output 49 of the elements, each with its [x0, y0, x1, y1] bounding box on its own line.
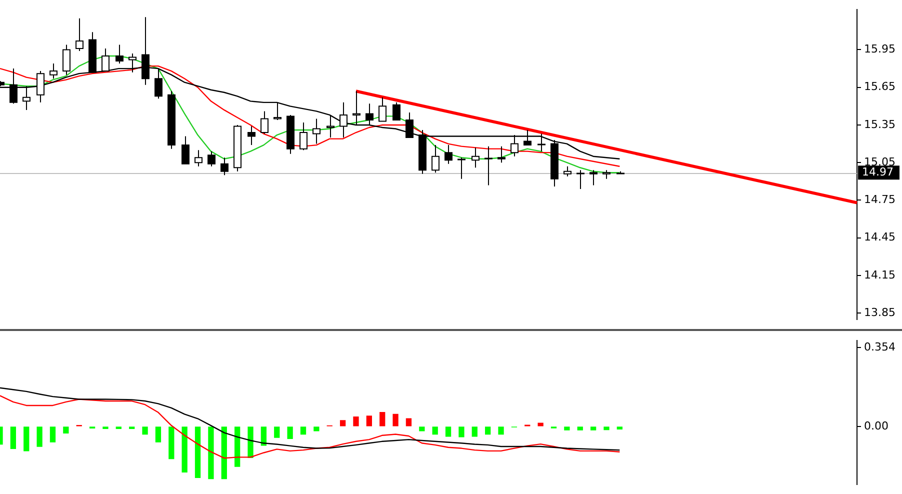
y-tick-label: 15.05: [864, 155, 896, 168]
bar: [63, 426, 69, 434]
y-tick-label: 15.95: [864, 42, 896, 56]
bar: [300, 426, 306, 435]
bar: [604, 426, 610, 430]
y-tick-label: 14.15: [864, 268, 896, 282]
bar: [392, 414, 398, 426]
bar: [472, 426, 478, 437]
bar: [353, 416, 359, 426]
bar: [419, 426, 425, 432]
bar: [538, 422, 544, 426]
y-tick-label: 14.45: [864, 230, 896, 244]
bar: [498, 426, 504, 435]
bar: [445, 426, 452, 437]
bar: [432, 426, 438, 435]
bar: [564, 426, 570, 430]
bar: [221, 426, 227, 480]
bar: [10, 426, 16, 450]
bar: [50, 426, 56, 442]
bar: [287, 426, 293, 440]
bar: [168, 426, 174, 460]
bar: [485, 426, 491, 435]
bar: [155, 426, 162, 442]
bar: [260, 426, 267, 446]
bar: [248, 426, 254, 458]
bar: [458, 426, 464, 438]
bar: [24, 426, 30, 452]
bar: [36, 426, 42, 447]
ref-line-label: 14.97: [862, 166, 894, 179]
bar: [380, 412, 386, 426]
y-tick-label: 14.75: [864, 193, 896, 206]
y-tick-label: 13.85: [864, 306, 896, 319]
bar: [340, 420, 346, 426]
y-tick-label: 0.00: [864, 419, 888, 432]
bar: [208, 426, 214, 480]
bar: [142, 426, 148, 435]
bar: [182, 426, 188, 472]
y-tick-label: 0.354: [864, 340, 896, 354]
bar: [616, 426, 623, 430]
bar: [194, 426, 201, 478]
bar: [234, 426, 240, 467]
bar: [274, 426, 280, 438]
bar: [366, 416, 372, 426]
bar: [577, 426, 583, 430]
bar: [406, 418, 412, 426]
y-tick-label: 15.65: [864, 80, 896, 94]
y-tick-label: 15.35: [864, 118, 896, 131]
bar: [314, 426, 320, 432]
bar: [590, 426, 596, 430]
